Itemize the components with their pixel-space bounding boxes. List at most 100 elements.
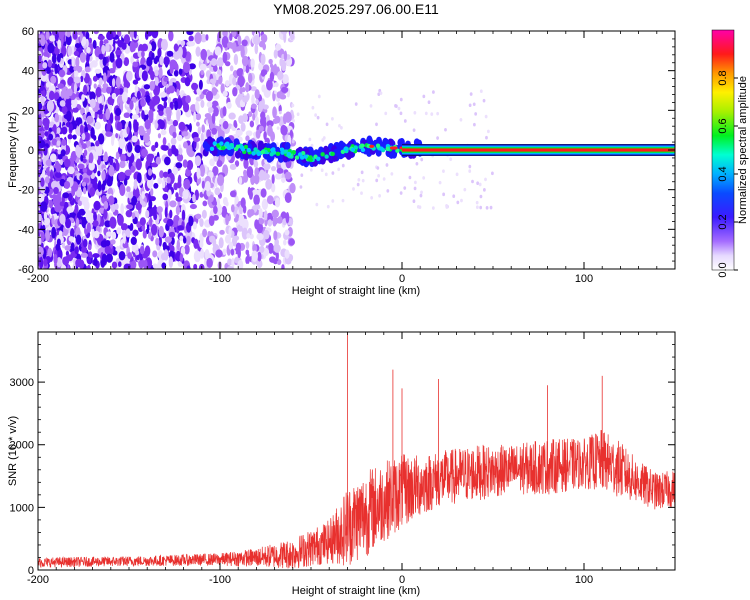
spectral-cell — [59, 213, 66, 225]
spectral-cell — [258, 169, 266, 181]
spectral-cell — [75, 117, 80, 124]
spectral-cell — [184, 77, 191, 87]
spectral-cell — [106, 86, 112, 94]
spectral-cell — [173, 70, 179, 77]
spectral-cell — [116, 227, 122, 235]
spectral-cell — [431, 90, 435, 94]
spectral-cell — [205, 90, 214, 102]
spectral-cell — [485, 206, 489, 210]
spectral-cell — [63, 158, 71, 168]
spectral-cell — [42, 62, 48, 69]
spectral-cell — [280, 125, 288, 136]
spectral-cell — [97, 35, 105, 41]
spectral-cell — [40, 201, 48, 213]
spectral-cell — [54, 203, 62, 213]
spectral-cell — [58, 230, 63, 238]
spectral-cell — [224, 61, 231, 67]
signal-cell — [275, 151, 281, 157]
spectral-cell — [110, 239, 116, 245]
spectral-cell — [326, 204, 330, 209]
spectral-cell — [245, 130, 253, 137]
spectral-cell — [201, 180, 205, 189]
spectral-cell — [422, 176, 426, 180]
spectral-cell — [92, 39, 97, 49]
spectral-cell — [58, 69, 66, 78]
spectral-cell — [111, 231, 117, 240]
spectral-cell — [93, 211, 97, 220]
spectral-cell — [258, 208, 263, 219]
spectral-cell — [57, 39, 62, 50]
spectral-cell — [224, 80, 230, 87]
spectral-cell — [238, 214, 245, 227]
spectral-cell — [250, 103, 257, 109]
spectral-cell — [258, 218, 265, 225]
signal-cell — [375, 148, 382, 157]
spectral-cell — [229, 163, 237, 170]
spectral-cell — [109, 216, 117, 229]
spectral-cell — [266, 195, 274, 205]
spectral-cell — [413, 111, 417, 115]
spectral-cell — [199, 63, 207, 72]
signal-cell — [360, 147, 366, 153]
spectral-cell — [131, 114, 140, 120]
spectral-cell — [260, 33, 268, 43]
spectral-cell — [222, 120, 229, 130]
colorbar-gradient — [711, 29, 735, 271]
spectral-cell — [200, 33, 208, 43]
spectral-cell — [284, 171, 292, 180]
plot-frame — [37, 331, 676, 571]
spectral-cell — [299, 185, 303, 189]
spectral-cell — [159, 55, 164, 66]
spectral-cell — [235, 242, 242, 252]
spectral-cell — [479, 194, 483, 199]
spectral-cell — [266, 79, 273, 91]
spectral-cell — [149, 216, 153, 228]
spectral-cell — [420, 157, 424, 162]
spectral-cell — [479, 89, 483, 94]
signal-cell — [246, 147, 251, 153]
spectral-cell — [120, 223, 128, 231]
spectral-cell — [289, 129, 294, 139]
spectral-cell — [237, 75, 245, 88]
spectral-cell — [284, 249, 290, 259]
spectral-cell — [209, 158, 215, 167]
spectral-cell — [167, 189, 172, 201]
spectral-cell — [253, 34, 261, 46]
spectral-cell — [101, 253, 108, 264]
spectral-cell — [249, 209, 255, 217]
spectral-cell — [230, 248, 235, 256]
x-tick-label: 100 — [575, 273, 593, 285]
spectral-cell — [418, 205, 422, 210]
spectrogram-data — [38, 31, 675, 269]
spectral-cell — [205, 219, 210, 227]
spectral-cell — [38, 160, 42, 170]
spectral-cell — [157, 47, 162, 58]
spectral-cell — [49, 199, 54, 209]
spectral-cell — [46, 100, 55, 113]
spectral-cell — [94, 121, 101, 130]
spectral-cell — [260, 188, 267, 198]
spectral-cell — [266, 120, 274, 128]
x-axis-label: Height of straight line (km) — [292, 585, 420, 597]
spectral-cell — [276, 167, 284, 174]
spectral-cell — [412, 199, 416, 204]
spectral-cell — [145, 209, 150, 219]
spectral-cell — [83, 149, 88, 157]
spectral-cell — [69, 65, 75, 73]
spectral-cell — [235, 129, 243, 137]
spectral-cell — [101, 170, 106, 181]
spectral-cell — [118, 250, 126, 261]
spectral-cell — [186, 159, 194, 171]
spectral-cell — [484, 114, 488, 119]
spectral-cell — [258, 100, 264, 113]
spectral-cell — [131, 135, 138, 143]
spectral-cell — [199, 164, 206, 177]
spectral-cell — [231, 257, 235, 269]
signal-cell — [291, 149, 296, 155]
spectral-cell — [253, 204, 261, 210]
spectral-cell — [161, 145, 169, 151]
spectral-cell — [243, 158, 249, 170]
spectral-cell — [53, 92, 60, 100]
spectral-cell — [427, 100, 431, 105]
spectral-cell — [233, 53, 239, 66]
